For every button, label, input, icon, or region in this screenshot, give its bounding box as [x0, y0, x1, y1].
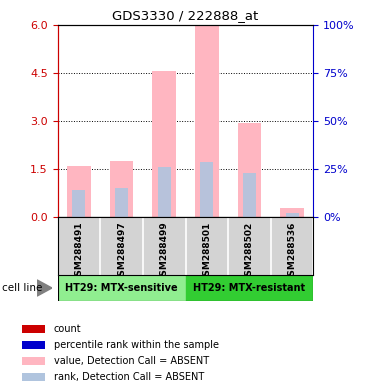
- Bar: [200, 162, 213, 217]
- Polygon shape: [37, 280, 52, 296]
- Bar: [286, 213, 299, 217]
- Bar: [22, 357, 45, 365]
- Text: rank, Detection Call = ABSENT: rank, Detection Call = ABSENT: [54, 372, 204, 382]
- Bar: [195, 25, 219, 217]
- Bar: [72, 190, 85, 217]
- Text: GSM288501: GSM288501: [202, 222, 211, 282]
- Bar: [58, 275, 186, 301]
- Text: count: count: [54, 324, 82, 334]
- Bar: [22, 325, 45, 333]
- Text: GSM288499: GSM288499: [160, 222, 169, 282]
- Bar: [22, 341, 45, 349]
- Text: GSM288497: GSM288497: [117, 222, 126, 282]
- Bar: [238, 122, 261, 217]
- Bar: [186, 275, 313, 301]
- Bar: [110, 161, 133, 217]
- Bar: [280, 208, 304, 217]
- Bar: [115, 188, 128, 217]
- Bar: [22, 373, 45, 381]
- Bar: [152, 71, 176, 217]
- Text: HT29: MTX-resistant: HT29: MTX-resistant: [193, 283, 306, 293]
- Text: GSM288502: GSM288502: [245, 222, 254, 282]
- Text: HT29: MTX-sensitive: HT29: MTX-sensitive: [65, 283, 178, 293]
- Title: GDS3330 / 222888_at: GDS3330 / 222888_at: [112, 9, 259, 22]
- Bar: [67, 166, 91, 217]
- Bar: [243, 173, 256, 217]
- Text: cell line: cell line: [2, 283, 42, 293]
- Text: GSM288536: GSM288536: [288, 222, 297, 282]
- Text: percentile rank within the sample: percentile rank within the sample: [54, 340, 219, 350]
- Bar: [158, 167, 171, 217]
- Text: GSM288491: GSM288491: [74, 222, 83, 282]
- Text: value, Detection Call = ABSENT: value, Detection Call = ABSENT: [54, 356, 209, 366]
